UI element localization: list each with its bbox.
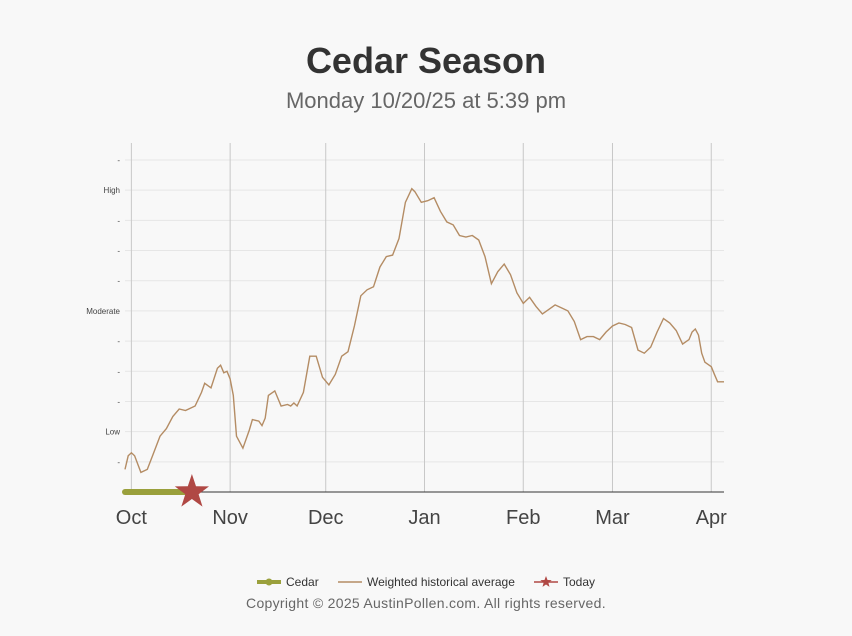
- y-tick-label: Low: [105, 428, 120, 437]
- legend-label-today: Today: [563, 575, 595, 589]
- legend: Cedar Weighted historical average Today: [257, 575, 595, 589]
- x-tick-label: Dec: [308, 507, 344, 529]
- y-tick-label: -: [117, 367, 120, 376]
- x-tick-label: Mar: [595, 507, 630, 529]
- y-tick-label: -: [117, 156, 120, 165]
- vertical-grid: [130, 143, 712, 492]
- y-tick-label: -: [117, 247, 120, 256]
- page-title: Cedar Season: [305, 40, 547, 81]
- page-subtitle: Monday 10/20/25 at 5:39 pm: [285, 88, 567, 113]
- x-tick-label: Oct: [116, 507, 148, 529]
- y-tick-label: -: [117, 337, 120, 346]
- copyright-notice: Copyright © 2025 AustinPollen.com. All r…: [246, 595, 606, 611]
- y-tick-label: -: [117, 397, 120, 406]
- legend-label-historical: Weighted historical average: [367, 575, 515, 589]
- y-tick-label: -: [117, 277, 120, 286]
- legend-swatch-cedar-dot: [265, 578, 273, 586]
- y-tick-label: -: [117, 458, 120, 467]
- legend-label-cedar: Cedar: [286, 575, 319, 589]
- legend-swatch-today-star: [540, 576, 552, 587]
- x-tick-label: Nov: [212, 507, 248, 529]
- y-tick-label: -: [117, 216, 120, 225]
- legend-item-historical[interactable]: Weighted historical average: [338, 575, 515, 589]
- today-star-marker[interactable]: [174, 474, 209, 507]
- legend-item-cedar[interactable]: Cedar: [257, 575, 319, 589]
- x-tick-label: Apr: [696, 507, 727, 529]
- y-tick-label: High: [104, 186, 120, 195]
- x-tick-labels: Oct Nov Dec Jan Feb Mar Apr: [116, 507, 727, 529]
- y-tick-labels: - Low - - - Moderate - - - High -: [86, 156, 120, 467]
- y-tick-label: Moderate: [86, 307, 120, 316]
- legend-item-today[interactable]: Today: [534, 575, 595, 589]
- x-tick-label: Feb: [506, 507, 540, 529]
- x-tick-label: Jan: [408, 507, 440, 529]
- series-line-historical[interactable]: [124, 187, 724, 474]
